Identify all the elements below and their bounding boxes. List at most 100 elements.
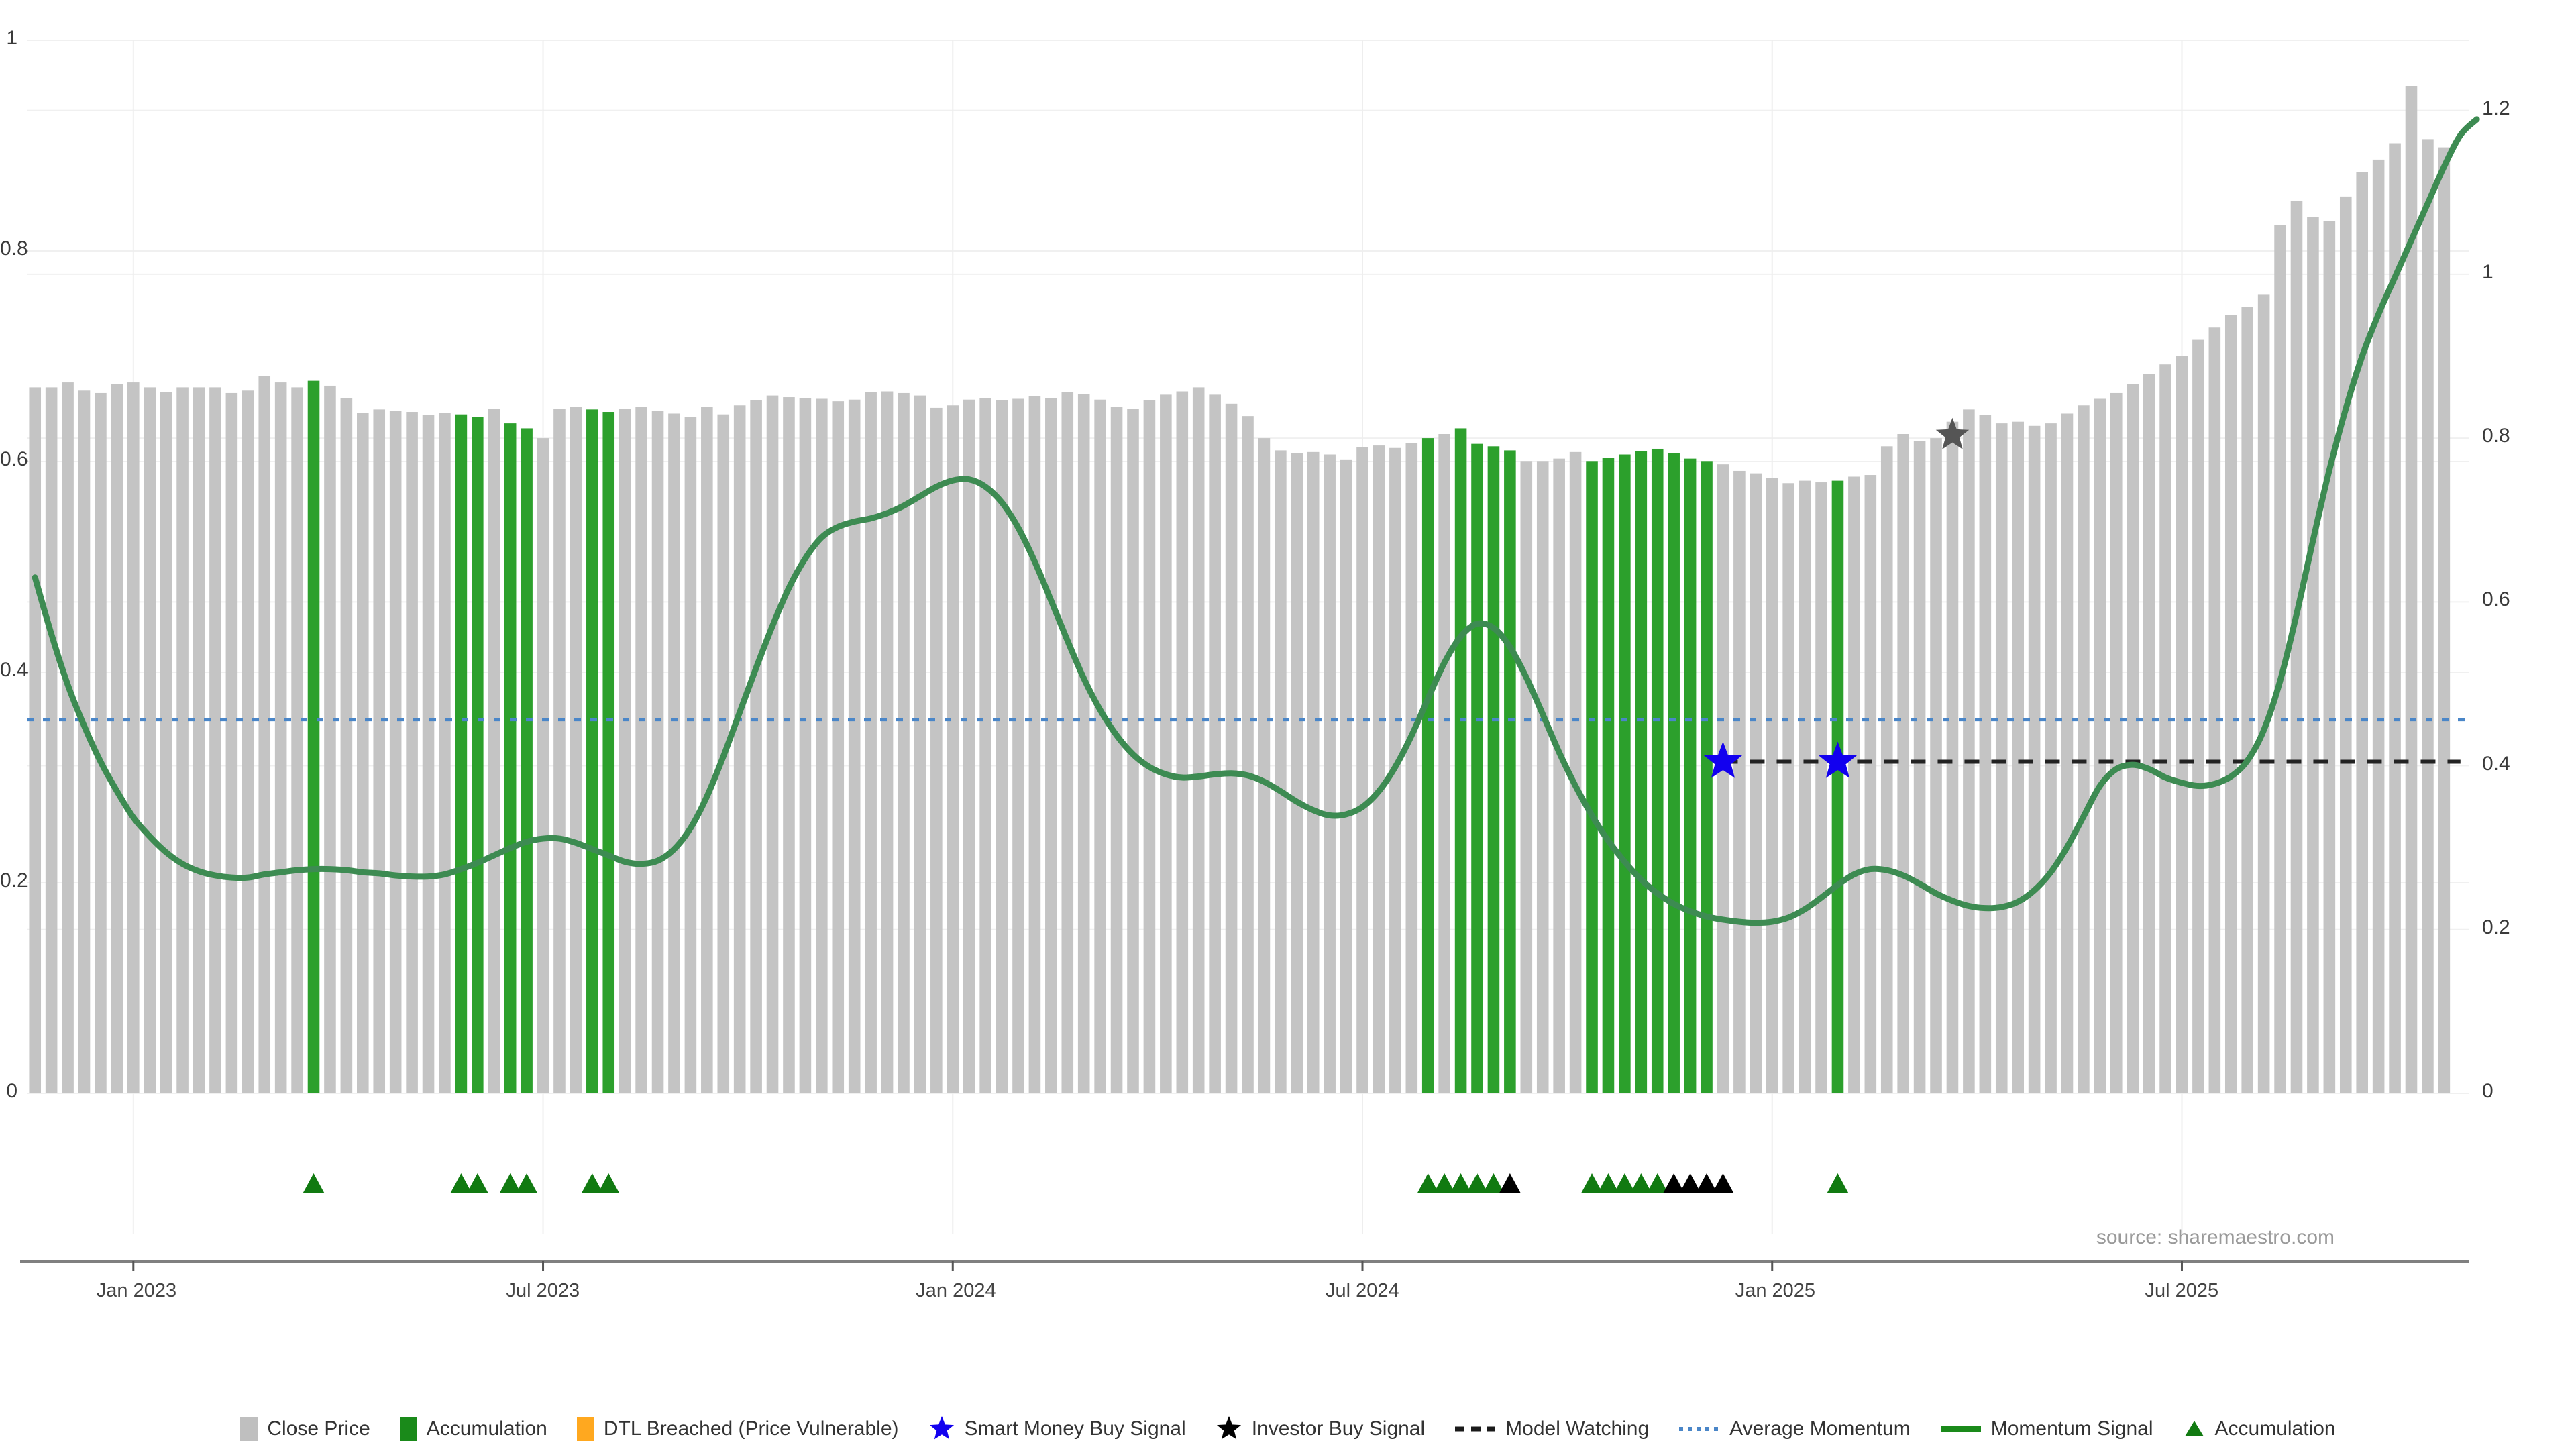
y-axis-right-label: 0.6 xyxy=(2482,588,2510,611)
legend-triangle-icon xyxy=(2184,1421,2204,1436)
close-price-bar xyxy=(865,392,877,1093)
close-price-bar xyxy=(1717,464,1729,1093)
accumulation-bar xyxy=(586,409,598,1093)
close-price-bar xyxy=(1110,407,1123,1093)
close-price-bar xyxy=(1799,480,1811,1093)
close-price-bar xyxy=(2192,339,2204,1093)
smart-money-buy-signal-star[interactable] xyxy=(1818,741,1857,778)
legend-item[interactable]: Model Watching xyxy=(1454,1417,1649,1440)
legend-item[interactable]: Accumulation xyxy=(2183,1417,2336,1440)
close-price-bar xyxy=(242,390,254,1093)
close-price-bar xyxy=(733,405,746,1093)
legend-item[interactable]: Smart Money Buy Signal xyxy=(928,1415,1186,1442)
investor-buy-signal-star[interactable] xyxy=(1935,417,1970,449)
legend-item[interactable]: Average Momentum xyxy=(1678,1417,1911,1440)
close-price-bar xyxy=(340,398,353,1093)
close-price-bar xyxy=(2208,327,2221,1093)
close-price-bar xyxy=(947,405,959,1093)
accumulation-triangle-marker xyxy=(1613,1173,1635,1193)
accumulation-triangle-marker xyxy=(1581,1173,1603,1193)
accumulation-triangle-marker xyxy=(1483,1173,1505,1193)
close-price-bar xyxy=(1012,398,1024,1093)
close-price-bar xyxy=(209,387,221,1093)
close-price-bar xyxy=(2028,425,2041,1093)
accumulation-bar xyxy=(1668,453,1680,1093)
legend-item[interactable]: Close Price xyxy=(240,1417,370,1441)
legend-square-icon xyxy=(576,1417,594,1441)
close-price-bar xyxy=(225,392,238,1093)
y-axis-right-label: 0.8 xyxy=(2482,425,2510,447)
close-price-bar xyxy=(2323,221,2336,1094)
close-price-bar xyxy=(684,417,697,1093)
close-price-bar xyxy=(848,399,861,1093)
close-price-bar xyxy=(1930,438,1942,1093)
close-price-bar xyxy=(2061,413,2074,1093)
investor-triangle-marker xyxy=(1696,1173,1718,1193)
close-price-bar xyxy=(2224,315,2237,1094)
accumulation-triangle-marker xyxy=(303,1173,325,1193)
legend-square-icon xyxy=(399,1417,417,1441)
close-price-bar xyxy=(996,400,1008,1094)
close-price-bar xyxy=(1438,433,1450,1093)
accumulation-triangle-marker xyxy=(516,1173,538,1193)
legend-item[interactable]: Accumulation xyxy=(399,1417,547,1441)
close-price-bar xyxy=(2438,147,2451,1094)
legend-item-label: Momentum Signal xyxy=(1990,1417,2153,1440)
close-price-bar xyxy=(1258,438,1271,1093)
legend-item[interactable]: Momentum Signal xyxy=(1940,1417,2153,1440)
close-price-bar xyxy=(1373,445,1385,1093)
legend-item-label: Close Price xyxy=(267,1417,370,1440)
y-axis-right-label: 0.4 xyxy=(2482,752,2510,775)
close-price-bar xyxy=(258,376,271,1093)
smart-money-buy-signal-star[interactable] xyxy=(1703,741,1742,778)
accumulation-bar xyxy=(1487,446,1500,1093)
close-price-bar xyxy=(1897,433,1909,1093)
close-price-bar xyxy=(701,407,713,1093)
investor-triangle-marker xyxy=(1663,1173,1685,1193)
close-price-bar xyxy=(2078,405,2090,1093)
close-price-bar xyxy=(1094,399,1106,1093)
y-axis-right-label: 0 xyxy=(2482,1080,2493,1102)
accumulation-bar xyxy=(1471,443,1483,1093)
accumulation-bar xyxy=(1635,451,1648,1093)
close-price-bar xyxy=(570,407,582,1093)
close-price-bar xyxy=(930,407,943,1093)
close-price-bar xyxy=(832,401,845,1093)
close-price-bar xyxy=(1028,396,1041,1093)
close-price-bar xyxy=(29,387,42,1093)
accumulation-triangle-marker xyxy=(466,1173,488,1193)
accumulation-bar xyxy=(1504,450,1516,1093)
legend-item[interactable]: DTL Breached (Price Vulnerable) xyxy=(576,1417,899,1441)
close-price-bar xyxy=(1995,423,2008,1093)
close-price-bar xyxy=(45,387,58,1093)
legend-item-label: Accumulation xyxy=(426,1417,547,1440)
source-note: source: sharemaestro.com xyxy=(2096,1226,2334,1248)
y-axis-right-label: 1.2 xyxy=(2482,97,2510,119)
close-price-bar xyxy=(1324,454,1336,1093)
y-axis-right-label: 1 xyxy=(2482,260,2493,283)
close-price-bar xyxy=(1291,453,1303,1093)
close-price-bar xyxy=(2389,143,2401,1094)
close-price-bar xyxy=(1242,416,1254,1093)
close-price-bar xyxy=(1275,450,1287,1093)
close-price-bar xyxy=(1061,392,1074,1093)
close-price-bar xyxy=(1750,473,1762,1093)
accumulation-bar xyxy=(521,428,533,1093)
close-price-bar xyxy=(537,438,549,1093)
legend-item-label: Accumulation xyxy=(2214,1417,2336,1440)
close-price-bar xyxy=(898,392,910,1093)
y-axis-left-label: 0.6 xyxy=(0,448,28,470)
accumulation-triangle-marker xyxy=(581,1173,603,1193)
legend-item[interactable]: Investor Buy Signal xyxy=(1216,1415,1425,1442)
accumulation-triangle-marker xyxy=(1417,1173,1439,1193)
accumulation-bar xyxy=(504,423,517,1093)
accumulation-bar xyxy=(1454,428,1467,1093)
accumulation-bar xyxy=(1701,461,1713,1093)
x-axis-label: Jan 2025 xyxy=(1735,1280,1816,1301)
y-axis-left-label: 1 xyxy=(6,27,17,49)
legend-solid-line-icon xyxy=(1940,1426,1981,1432)
close-price-bar xyxy=(1553,458,1565,1093)
close-price-bar xyxy=(95,392,107,1093)
close-price-bar xyxy=(2257,294,2270,1093)
